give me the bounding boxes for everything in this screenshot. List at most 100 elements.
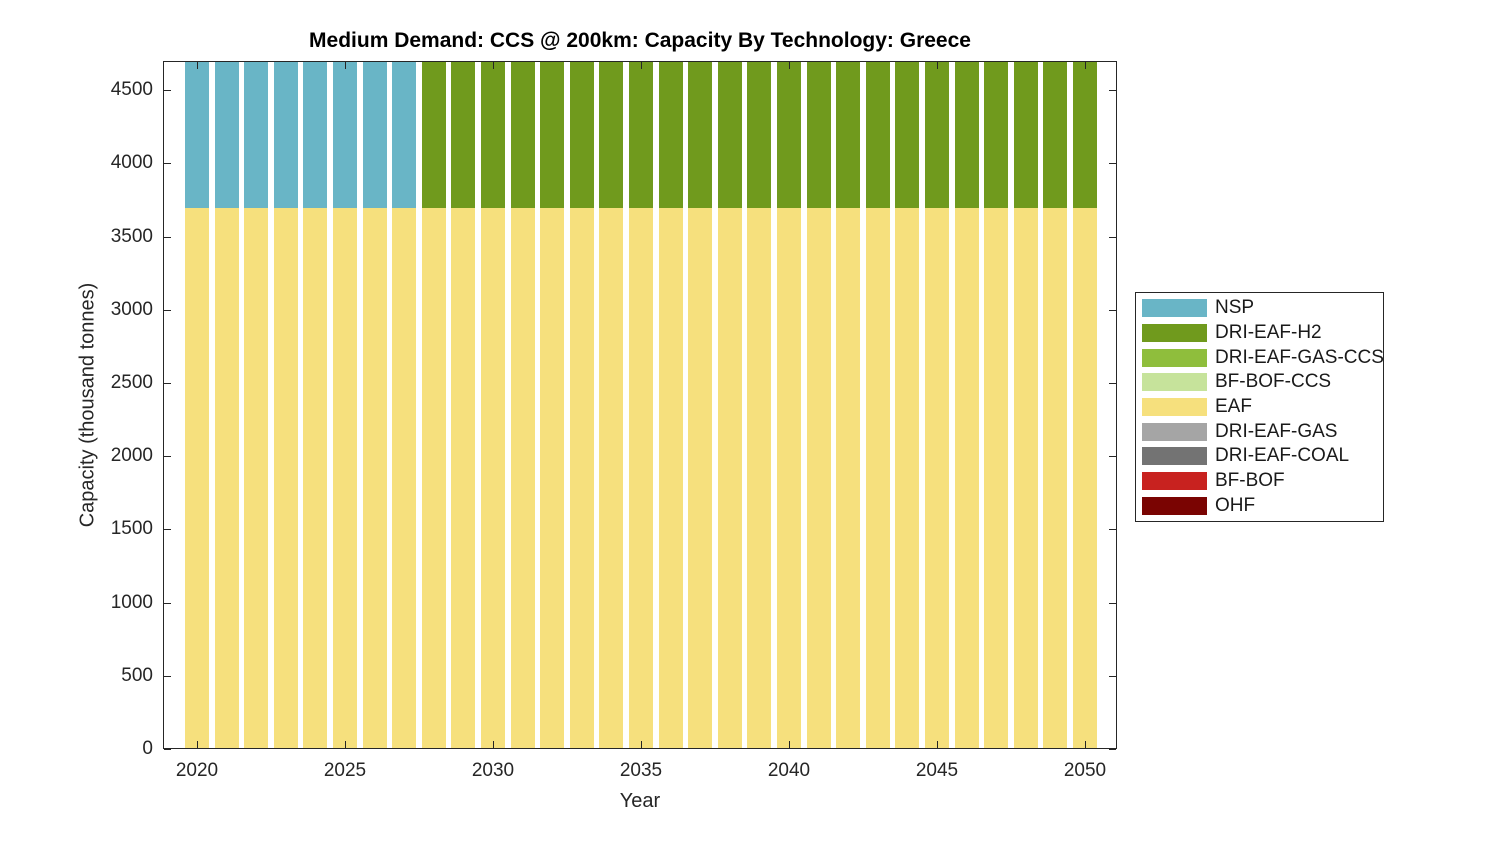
plot-area [163,61,1117,749]
legend-label-bf-bof: BF-BOF [1215,469,1285,491]
bar-segment-eaf-2033 [569,207,594,748]
bar-segment-eaf-2020 [185,207,209,748]
bar-segment-dri-eaf-h2-2028 [421,62,446,208]
bar-segment-dri-eaf-h2-2050 [1073,62,1097,208]
legend-row-dri-eaf-h2: DRI-EAF-H2 [1142,322,1383,344]
bar-segment-eaf-2026 [362,207,387,748]
y-tick-label: 500 [121,664,153,686]
x-tick-mark-top [493,62,494,69]
y-tick-label: 0 [142,738,153,759]
x-tick-mark-bottom [493,741,494,748]
x-tick-label: 2040 [767,760,811,781]
bar-segment-eaf-2043 [865,207,890,748]
x-tick-mark-top [1085,62,1086,69]
bar-segment-eaf-2025 [333,207,357,748]
bar-segment-dri-eaf-h2-2034 [599,62,624,208]
y-tick-mark-left [164,383,171,385]
y-tick-mark-right [1109,529,1116,531]
legend-row-bf-bof: BF-BOF [1142,470,1383,492]
x-tick-label: 2035 [619,760,663,781]
bar-segment-eaf-2021 [214,207,239,748]
bar-segment-nsp-2026 [362,62,387,208]
y-tick-label: 1000 [110,591,153,613]
y-tick-label: 2000 [110,445,153,467]
bar-segment-dri-eaf-h2-2030 [481,62,505,208]
y-tick-mark-right [1109,456,1116,458]
y-tick-mark-left [164,529,171,531]
legend-row-nsp: NSP [1142,297,1383,319]
bar-segment-dri-eaf-h2-2031 [510,62,535,208]
legend-label-nsp: NSP [1215,297,1255,319]
y-tick-label: 3000 [110,298,153,320]
bar-segment-dri-eaf-h2-2041 [806,62,831,208]
legend-label-ohf: OHF [1215,494,1256,516]
y-tick-mark-right [1109,236,1116,238]
bar-segment-eaf-2040 [777,207,801,748]
legend-swatch-bf-bof-ccs [1142,373,1207,392]
y-tick-mark-left [164,602,171,604]
legend-swatch-dri-eaf-gas-ccs [1142,348,1207,367]
y-tick-mark-left [164,236,171,238]
bar-segment-eaf-2027 [392,207,417,748]
x-tick-mark-bottom [789,741,790,748]
bar-segment-eaf-2044 [895,207,920,748]
y-tick-label: 4500 [110,79,153,101]
bar-segment-nsp-2024 [303,62,328,208]
bar-segment-dri-eaf-h2-2033 [569,62,594,208]
y-tick-mark-left [164,456,171,458]
bar-segment-dri-eaf-h2-2049 [1043,62,1068,208]
legend-swatch-dri-eaf-h2 [1142,323,1207,342]
bar-segment-eaf-2045 [925,207,949,748]
x-tick-mark-bottom [641,741,642,748]
legend-label-dri-eaf-gas-ccs: DRI-EAF-GAS-CCS [1215,346,1384,368]
bar-segment-eaf-2022 [244,207,269,748]
y-tick-label: 2500 [110,372,153,394]
bar-segment-eaf-2039 [747,207,772,748]
bar-segment-eaf-2048 [1013,207,1038,748]
x-tick-label: 2020 [175,760,219,781]
y-tick-mark-left [164,309,171,311]
x-tick-mark-top [345,62,346,69]
y-tick-mark-right [1109,90,1116,92]
legend-label-dri-eaf-coal: DRI-EAF-COAL [1215,445,1350,467]
bar-segment-dri-eaf-h2-2032 [540,62,565,208]
legend-row-bf-bof-ccs: BF-BOF-CCS [1142,371,1383,393]
bar-segment-eaf-2037 [688,207,713,748]
bar-segment-eaf-2047 [984,207,1009,748]
bar-segment-eaf-2024 [303,207,328,748]
bar-segment-nsp-2021 [214,62,239,208]
bar-segment-eaf-2042 [836,207,861,748]
bar-segment-eaf-2038 [717,207,742,748]
bar-segment-dri-eaf-h2-2046 [954,62,979,208]
legend-swatch-dri-eaf-coal [1142,447,1207,466]
bar-segment-eaf-2041 [806,207,831,748]
legend-row-dri-eaf-coal: DRI-EAF-COAL [1142,445,1383,467]
bar-segment-dri-eaf-h2-2029 [451,62,476,208]
y-tick-mark-right [1109,749,1116,750]
bar-segment-eaf-2029 [451,207,476,748]
legend-swatch-ohf [1142,496,1207,515]
legend-swatch-dri-eaf-gas [1142,422,1207,441]
bar-segment-eaf-2023 [273,207,298,748]
bar-segment-eaf-2046 [954,207,979,748]
y-tick-mark-right [1109,163,1116,165]
legend-label-bf-bof-ccs: BF-BOF-CCS [1215,371,1332,393]
y-tick-mark-right [1109,309,1116,311]
legend-row-eaf: EAF [1142,396,1383,418]
bar-segment-nsp-2027 [392,62,417,208]
legend-row-dri-eaf-gas: DRI-EAF-GAS [1142,421,1383,443]
bar-segment-nsp-2022 [244,62,269,208]
bar-segment-nsp-2020 [185,62,209,208]
bars-container [164,62,1116,748]
bar-segment-dri-eaf-h2-2037 [688,62,713,208]
bar-segment-eaf-2034 [599,207,624,748]
legend-row-dri-eaf-gas-ccs: DRI-EAF-GAS-CCS [1142,346,1384,369]
x-tick-mark-top [197,62,198,69]
y-tick-label: 1500 [110,518,153,540]
y-tick-mark-right [1109,675,1116,677]
bar-segment-eaf-2031 [510,207,535,748]
y-tick-label: 4000 [110,152,153,174]
bar-segment-nsp-2025 [333,62,357,208]
bar-segment-eaf-2035 [629,207,653,748]
